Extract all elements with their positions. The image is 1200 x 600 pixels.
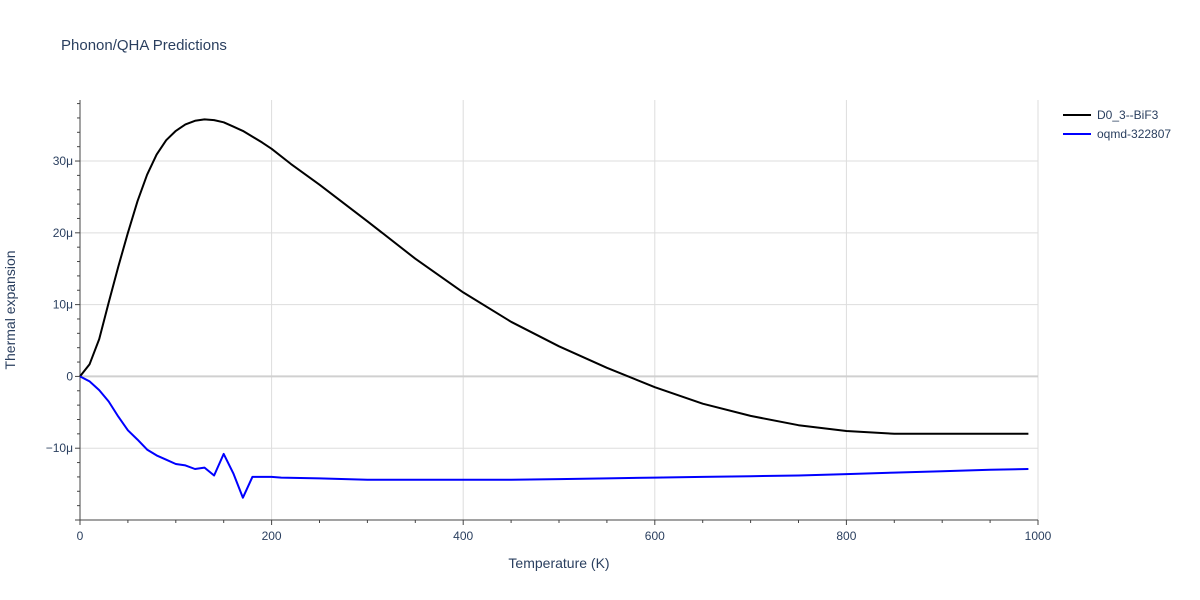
- y-tick-label: 0: [66, 369, 73, 383]
- x-tick-label: 400: [453, 529, 473, 543]
- legend-label: D0_3--BiF3: [1097, 108, 1159, 122]
- series-lines: [79, 118, 1029, 499]
- tick-labels: 0 200 400 600 800 1000 −10μ 0 10μ 20μ 30μ: [46, 154, 1052, 543]
- x-tick-label: 800: [836, 529, 856, 543]
- x-axis-title: Temperature (K): [508, 555, 609, 571]
- axes: [75, 100, 1039, 525]
- series-line-0: [79, 118, 1029, 435]
- legend: D0_3--BiF3 oqmd-322807: [1063, 108, 1171, 141]
- y-tick-label: 30μ: [53, 154, 73, 168]
- x-tick-label: 0: [77, 529, 84, 543]
- y-tick-label: −10μ: [46, 441, 73, 455]
- x-tick-label: 600: [645, 529, 665, 543]
- y-axis-title: Thermal expansion: [2, 250, 18, 369]
- y-tick-label: 20μ: [53, 226, 73, 240]
- x-tick-label: 1000: [1025, 529, 1052, 543]
- chart-title: Phonon/QHA Predictions: [61, 37, 227, 54]
- legend-label: oqmd-322807: [1097, 127, 1171, 141]
- x-tick-label: 200: [262, 529, 282, 543]
- grid: [80, 100, 1039, 520]
- y-tick-label: 10μ: [53, 298, 73, 312]
- series-line-1: [79, 375, 1029, 499]
